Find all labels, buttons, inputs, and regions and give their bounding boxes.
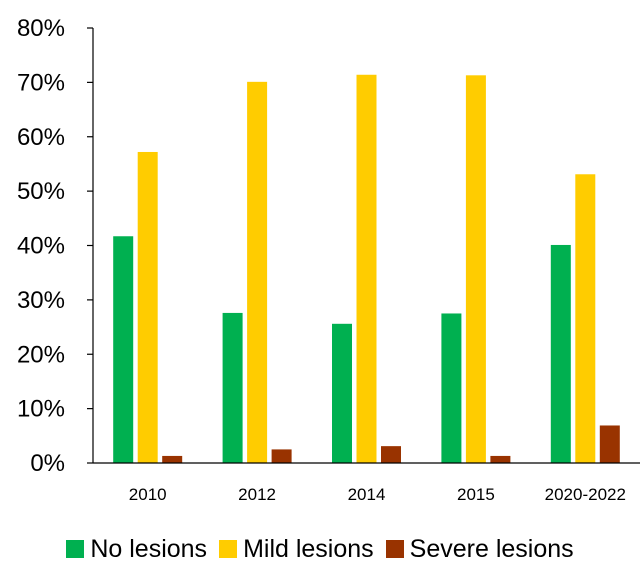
bar-mild-lesions-2020-2022 xyxy=(575,174,596,464)
y-axis-ticks: 0% 10% 20% 30% 40% 50% 60% 70% 80% xyxy=(17,15,93,477)
y-tick-label: 40% xyxy=(17,233,65,260)
y-tick-label: 70% xyxy=(17,69,65,96)
y-tick-label: 60% xyxy=(17,124,65,151)
y-tick-label: 20% xyxy=(17,341,65,368)
bar-chart: 0%10%20%30%40%50%60%70%80% 2010 2012 2014 2… xyxy=(17,15,640,504)
bar-no-lesions-2010 xyxy=(113,236,134,463)
x-tick-label: 2020-2022 xyxy=(545,485,626,504)
bar-severe-lesions-2014 xyxy=(381,446,401,463)
legend-item-no-lesions: No lesions xyxy=(66,535,207,564)
legend-swatch-mild-lesions xyxy=(219,540,238,558)
legend-item-severe-lesions: Severe lesions xyxy=(385,534,574,564)
bars-group xyxy=(113,74,620,464)
legend-swatch-no-lesions xyxy=(66,540,85,558)
y-tick-label: 10% xyxy=(17,396,65,423)
legend-label-no-lesions: No lesions xyxy=(90,534,208,563)
legend-item-mild-lesions: Mild lesions xyxy=(219,535,374,564)
bar-no-lesions-2014 xyxy=(332,323,352,463)
x-tick-label: 2012 xyxy=(238,485,276,504)
bar-no-lesions-2015 xyxy=(441,313,462,463)
y-tick-label: 80% xyxy=(17,15,65,42)
bar-mild-lesions-2014 xyxy=(356,74,377,463)
x-axis-ticks: 2010 2012 2014 2015 2020-2022 xyxy=(129,485,626,504)
bar-severe-lesions-2012 xyxy=(271,449,292,463)
bar-no-lesions-2020-2022 xyxy=(550,244,571,463)
bar-severe-lesions-2015 xyxy=(490,455,511,463)
y-tick-label: 30% xyxy=(17,287,65,314)
bar-mild-lesions-2010 xyxy=(137,151,158,463)
bar-mild-lesions-2015 xyxy=(465,75,486,464)
x-tick-label: 2010 xyxy=(129,485,167,504)
x-tick-label: 2015 xyxy=(457,485,495,504)
legend-swatch-severe-lesions xyxy=(385,540,404,558)
x-tick-label: 2014 xyxy=(348,485,386,504)
bar-no-lesions-2012 xyxy=(222,312,243,463)
bar-severe-lesions-2010 xyxy=(162,455,183,463)
legend-label-mild-lesions: Mild lesions xyxy=(243,534,374,563)
bar-mild-lesions-2012 xyxy=(247,81,268,464)
bar-severe-lesions-2020-2022 xyxy=(599,425,620,463)
y-tick-label: 0% xyxy=(30,450,65,477)
legend: No lesions Mild lesions Severe lesions xyxy=(0,534,640,564)
legend-label-severe-lesions: Severe lesions xyxy=(409,534,574,563)
y-tick-label: 50% xyxy=(17,178,65,205)
